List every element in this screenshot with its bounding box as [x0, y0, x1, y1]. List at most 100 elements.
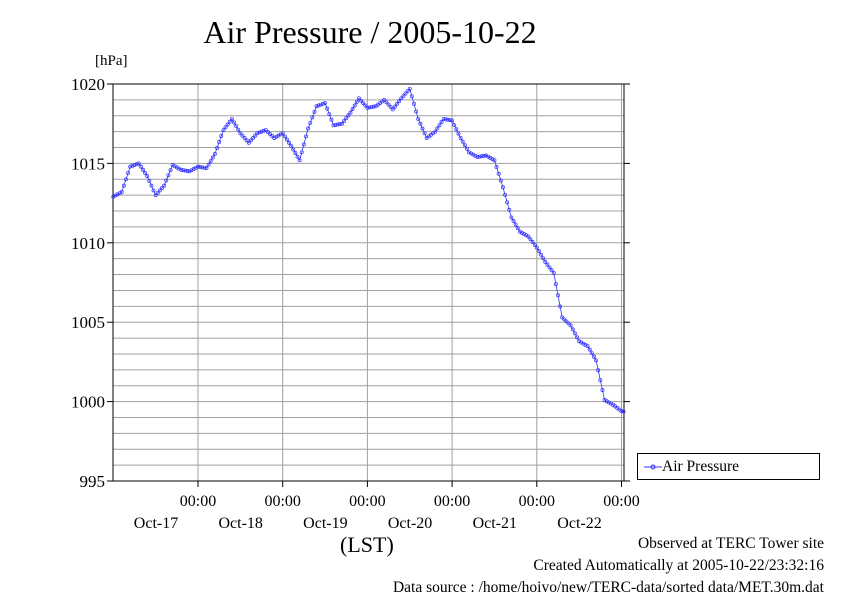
data-point	[318, 102, 323, 107]
data-point	[412, 101, 416, 106]
data-point	[320, 101, 325, 106]
footer-observed-site: Observed at TERC Tower site	[637, 535, 824, 552]
data-point	[395, 101, 399, 106]
data-point	[600, 388, 605, 393]
data-point	[450, 118, 455, 123]
data-point	[293, 151, 298, 156]
data-point	[443, 117, 448, 122]
data-point	[547, 265, 552, 270]
data-point	[433, 129, 438, 134]
data-point	[132, 163, 137, 167]
x-tick-label-time: 00:00	[519, 493, 555, 510]
data-point	[217, 140, 222, 144]
data-point	[587, 347, 592, 352]
data-point	[253, 133, 258, 138]
data-point	[270, 134, 275, 138]
data-point	[481, 153, 486, 158]
data-point	[350, 107, 355, 111]
data-point	[316, 103, 321, 108]
plot-frame	[112, 83, 625, 482]
data-point	[422, 131, 427, 136]
x-tick-label-time: 00:00	[434, 493, 470, 510]
data-point	[244, 138, 249, 143]
data-point	[348, 110, 353, 115]
data-point	[407, 86, 412, 91]
data-point	[331, 123, 336, 128]
data-point	[397, 99, 402, 104]
data-point	[236, 127, 241, 132]
data-point	[515, 226, 520, 231]
data-point	[500, 185, 505, 190]
data-point	[392, 104, 397, 109]
data-point	[304, 134, 308, 139]
data-point	[130, 163, 135, 168]
data-point	[589, 351, 594, 356]
data-point	[160, 186, 164, 190]
data-point	[162, 183, 167, 188]
data-point	[335, 122, 340, 127]
data-point	[128, 164, 133, 169]
data-point	[198, 165, 203, 169]
y-tick-label: 1000	[71, 393, 105, 412]
data-point	[562, 317, 567, 322]
data-point	[238, 131, 243, 136]
data-point	[435, 126, 440, 131]
data-point	[308, 120, 313, 125]
data-point	[452, 122, 457, 127]
data-point	[210, 155, 215, 160]
data-point	[291, 147, 296, 152]
chart-title: Air Pressure / 2005-10-22	[203, 14, 537, 50]
data-point	[363, 103, 368, 108]
data-point	[251, 136, 256, 140]
data-point	[284, 137, 289, 142]
data-point	[475, 155, 480, 159]
data-point	[234, 124, 239, 129]
data-point	[344, 116, 349, 121]
y-tick-label: 1005	[71, 313, 105, 332]
data-point	[369, 105, 374, 109]
data-point	[621, 409, 626, 414]
data-point	[196, 164, 200, 169]
data-point	[462, 143, 467, 148]
data-point	[280, 131, 285, 136]
data-point	[549, 268, 554, 273]
legend-series-marker	[644, 464, 662, 470]
data-point	[155, 190, 160, 195]
data-point	[259, 129, 264, 134]
y-tick-label: 1020	[71, 75, 105, 94]
data-point	[157, 188, 162, 193]
data-point	[212, 151, 217, 156]
data-point	[420, 126, 425, 131]
series-line-air-pressure	[113, 87, 624, 412]
data-point	[437, 123, 442, 128]
data-point	[301, 142, 306, 147]
data-point	[329, 117, 334, 122]
data-point	[572, 331, 577, 336]
data-point	[401, 93, 406, 98]
footer-data-source: Data source : /home/hoivo/new/TERC-data/…	[392, 579, 824, 596]
data-point	[179, 167, 184, 172]
data-point	[513, 222, 518, 227]
data-point	[479, 154, 484, 159]
y-tick-label: 1010	[71, 234, 105, 253]
data-point	[181, 168, 186, 173]
x-tick-label-date: Oct-20	[388, 515, 432, 532]
data-point	[416, 116, 421, 121]
data-point	[255, 131, 260, 136]
data-point	[439, 120, 444, 125]
data-point	[409, 94, 414, 99]
data-point	[496, 171, 501, 176]
data-point	[342, 118, 347, 123]
x-tick-label-time: 00:00	[603, 493, 639, 510]
data-point	[388, 105, 393, 109]
data-point	[263, 128, 268, 133]
data-point	[494, 165, 499, 169]
data-point	[257, 130, 262, 135]
data-point	[242, 136, 247, 140]
data-point	[246, 140, 251, 145]
data-point	[140, 167, 145, 172]
data-point	[124, 177, 128, 182]
data-point	[149, 183, 154, 188]
data-point	[543, 259, 548, 264]
